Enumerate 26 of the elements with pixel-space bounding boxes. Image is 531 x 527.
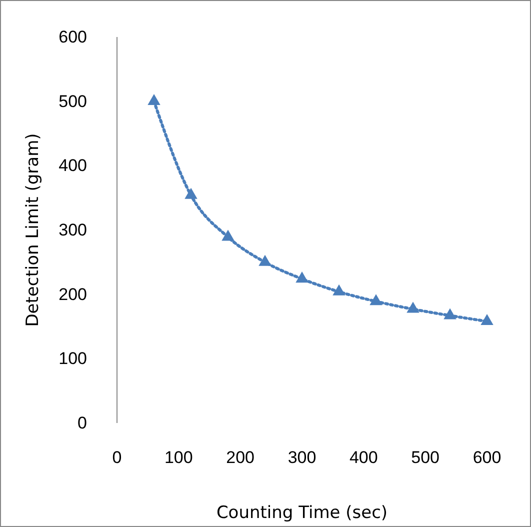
point	[148, 94, 160, 106]
point	[184, 188, 198, 199]
point	[258, 254, 272, 266]
x-tick-label: 200	[226, 448, 255, 468]
x-tick-label: 0	[112, 448, 122, 468]
point	[444, 308, 456, 320]
point	[480, 314, 494, 326]
y-tick-label: 100	[58, 349, 87, 368]
y-tick-label: 0	[78, 413, 87, 432]
y-tick-label: 400	[58, 156, 87, 176]
x-axis-title: Counting Time (sec)	[216, 503, 388, 523]
x-tick-label: 600	[472, 448, 502, 468]
y-tick-label: 600	[58, 27, 87, 46]
point	[296, 272, 308, 283]
x-tick-label: 500	[411, 448, 440, 468]
point	[222, 230, 234, 241]
y-tick-label: 300	[58, 220, 87, 240]
x-tick-label: 400	[349, 448, 378, 468]
x-tick-label: 300	[288, 448, 316, 468]
point	[406, 302, 420, 313]
point	[332, 284, 346, 296]
point	[370, 294, 382, 306]
y-tick-label: 500	[58, 92, 87, 111]
y-axis-title: Detection Limit (gram)	[23, 133, 43, 327]
x-tick-label: 100	[164, 448, 193, 468]
y-tick-label: 200	[58, 284, 87, 304]
